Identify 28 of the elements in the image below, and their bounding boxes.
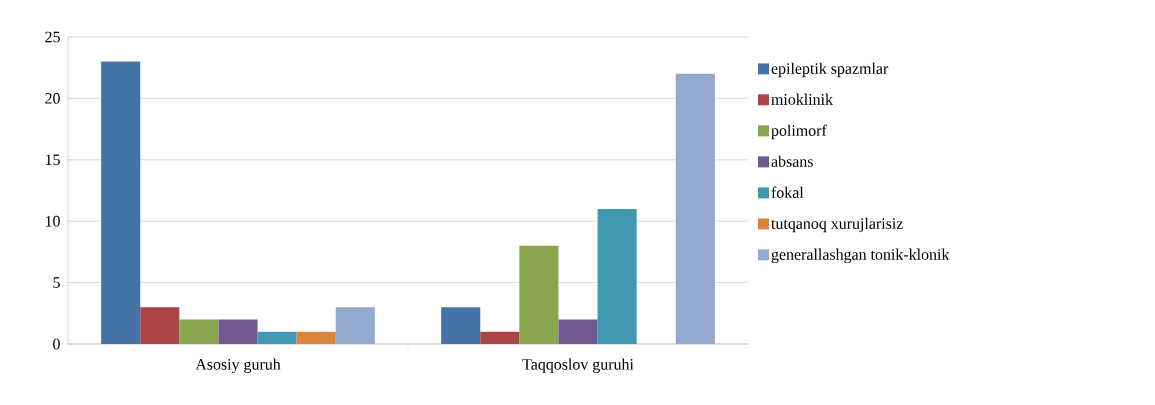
bar [257, 331, 297, 344]
y-tick-label: 10 [45, 215, 60, 227]
legend-label: fokal [771, 186, 804, 198]
y-tick-label: 5 [53, 277, 60, 288]
x-tick-label: Taqqoslov guruhi [522, 358, 634, 374]
bar [218, 319, 258, 344]
bar [480, 331, 520, 344]
bar [179, 319, 219, 344]
bar [519, 245, 559, 344]
bar [140, 307, 180, 344]
bar [101, 61, 141, 344]
y-tick-label: 15 [45, 154, 60, 166]
legend-label: tutqanoq xurujlarisiz [771, 217, 903, 233]
legend-label: mioklinik [771, 93, 833, 105]
x-tick-label: Asosiy guruh [195, 358, 281, 374]
y-tick-label: 0 [53, 338, 60, 350]
y-tick-label: 25 [45, 31, 60, 43]
legend-label: generallashgan tonik-klonik [771, 248, 950, 264]
bar [675, 73, 715, 344]
bar [441, 307, 481, 344]
bar [335, 307, 375, 344]
legend-label: polimorf [771, 124, 827, 140]
legend-label: absans [771, 155, 813, 167]
legend-label: epileptik spazmlar [771, 62, 889, 78]
y-tick-label: 20 [45, 93, 60, 104]
bar [296, 331, 336, 344]
bar [597, 208, 637, 344]
bar [558, 319, 598, 344]
